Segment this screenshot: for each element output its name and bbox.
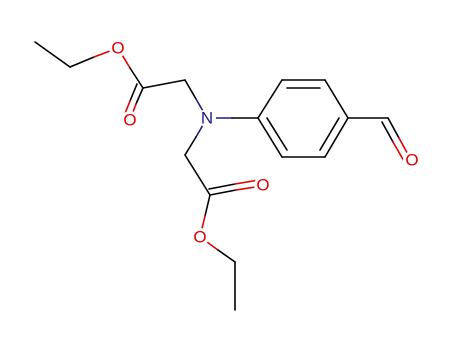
- atom-label: O: [123, 111, 136, 130]
- atom-label: O: [193, 228, 206, 247]
- bonds: [34, 41, 411, 311]
- atom-label: O: [405, 151, 418, 170]
- atom-label: O: [256, 176, 269, 195]
- atom-labels: O O N O O O: [109, 39, 421, 247]
- atom-label: O: [111, 39, 124, 58]
- atom-label: N: [201, 109, 213, 128]
